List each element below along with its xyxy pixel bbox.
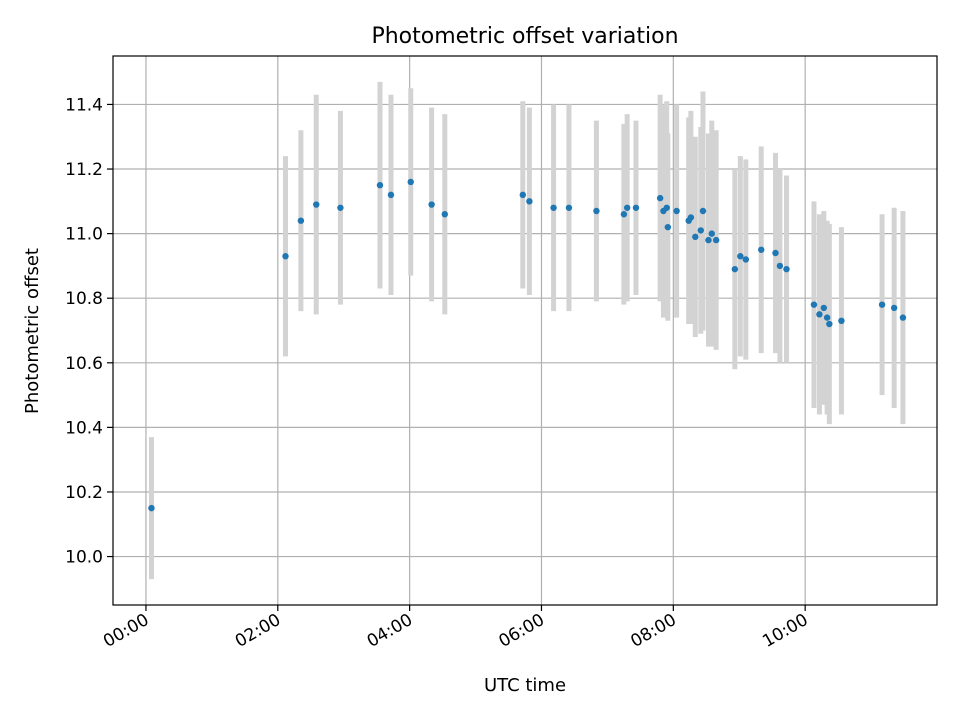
data-point	[699, 207, 707, 215]
data-point	[282, 253, 289, 260]
x-axis-label: UTC time	[484, 675, 566, 696]
y-tick-label: 10.2	[65, 483, 103, 503]
data-point	[810, 301, 818, 308]
data-point	[737, 253, 744, 260]
data-point	[772, 249, 779, 257]
data-point	[899, 314, 907, 321]
data-point	[692, 233, 699, 241]
data-point	[550, 204, 557, 211]
data-point	[708, 230, 715, 237]
data-point	[441, 211, 448, 218]
data-point	[687, 214, 695, 221]
data-point	[526, 198, 533, 205]
x-tick-label: 04:00	[364, 610, 416, 652]
data-point	[890, 304, 898, 312]
y-axis-ticks: 10.0 10.2 10.4 10.6 10.8 11.0 11.2 11.4	[65, 95, 113, 568]
data-points	[148, 178, 907, 512]
data-point	[838, 317, 845, 325]
data-point	[519, 191, 527, 199]
plot-frame	[112, 55, 938, 606]
data-point	[565, 204, 573, 211]
data-point	[731, 265, 739, 273]
data-point	[663, 204, 670, 211]
y-tick-label: 10.6	[65, 354, 103, 374]
data-point	[820, 304, 828, 312]
data-point	[816, 311, 823, 318]
data-point	[387, 191, 395, 199]
x-tick-label: 02:00	[232, 610, 284, 652]
data-point	[705, 236, 712, 244]
data-point	[664, 223, 672, 231]
y-tick-label: 10.4	[65, 418, 103, 438]
data-point	[712, 236, 720, 244]
data-point	[783, 265, 790, 273]
x-axis-ticks: 00:00 02:00 04:00 06:00 08:00 10:00	[100, 605, 812, 652]
x-tick-label: 00:00	[100, 610, 152, 652]
data-point	[656, 194, 664, 202]
data-point	[776, 262, 784, 270]
x-tick-label: 08:00	[627, 610, 679, 652]
y-tick-label: 11.4	[65, 95, 103, 115]
data-point	[632, 204, 640, 211]
data-point	[620, 211, 628, 218]
data-point	[313, 201, 320, 208]
data-point	[407, 178, 414, 186]
y-tick-label: 11.2	[65, 160, 103, 180]
data-point	[428, 201, 435, 208]
data-point	[823, 314, 831, 321]
y-tick-label: 11.0	[65, 225, 103, 245]
data-point	[697, 227, 704, 234]
data-point	[376, 181, 384, 189]
data-point	[593, 207, 600, 215]
data-point	[673, 207, 680, 215]
data-point	[742, 256, 750, 263]
x-tick-label: 10:00	[759, 610, 811, 652]
data-point	[758, 246, 765, 253]
x-tick-label: 06:00	[496, 610, 548, 652]
data-point	[337, 204, 344, 211]
data-point	[148, 504, 155, 512]
data-point	[297, 217, 305, 224]
chart-title: Photometric offset variation	[371, 24, 678, 49]
data-point	[623, 204, 631, 211]
y-axis-label: Photometric offset	[22, 248, 43, 414]
y-tick-label: 10.0	[65, 548, 103, 568]
data-point	[826, 320, 833, 328]
data-point	[878, 301, 886, 308]
y-tick-label: 10.8	[65, 289, 103, 309]
